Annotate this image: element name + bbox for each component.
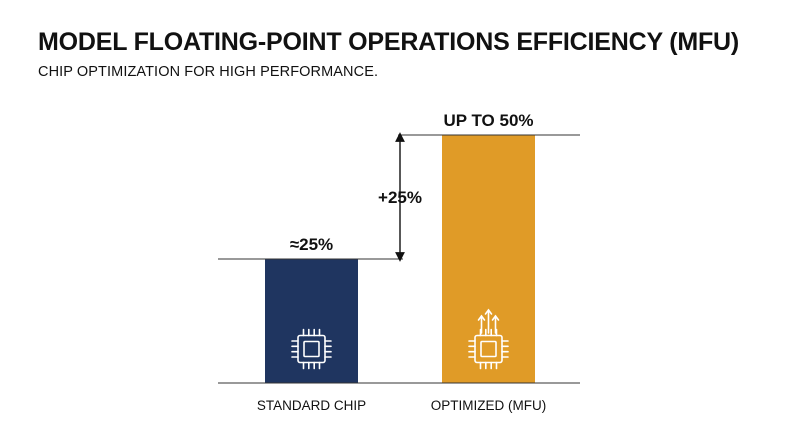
labels-layer: +25% ≈25% UP TO 50% STANDARD CHIP OPTIMIZED … <box>257 111 546 413</box>
reference-lines-layer <box>218 132 580 384</box>
data-label-0: ≈25% <box>290 235 333 254</box>
category-label-1: OPTIMIZED (MFU) <box>431 398 546 413</box>
bar-optimized-mfu <box>442 135 535 383</box>
icons-layer <box>291 308 509 370</box>
difference-label: +25% <box>378 188 422 207</box>
chip-boost-icon <box>468 308 509 370</box>
page-subtitle: CHIP OPTIMIZATION FOR HIGH PERFORMANCE. <box>38 64 379 80</box>
category-label-0: STANDARD CHIP <box>257 398 366 413</box>
data-label-1: UP TO 50% <box>443 111 533 130</box>
chip-icon <box>291 328 332 370</box>
bars-layer <box>265 135 535 383</box>
bar-standard-chip <box>265 259 358 383</box>
page-title: MODEL FLOATING-POINT OPERATIONS EFFICIEN… <box>38 28 740 56</box>
